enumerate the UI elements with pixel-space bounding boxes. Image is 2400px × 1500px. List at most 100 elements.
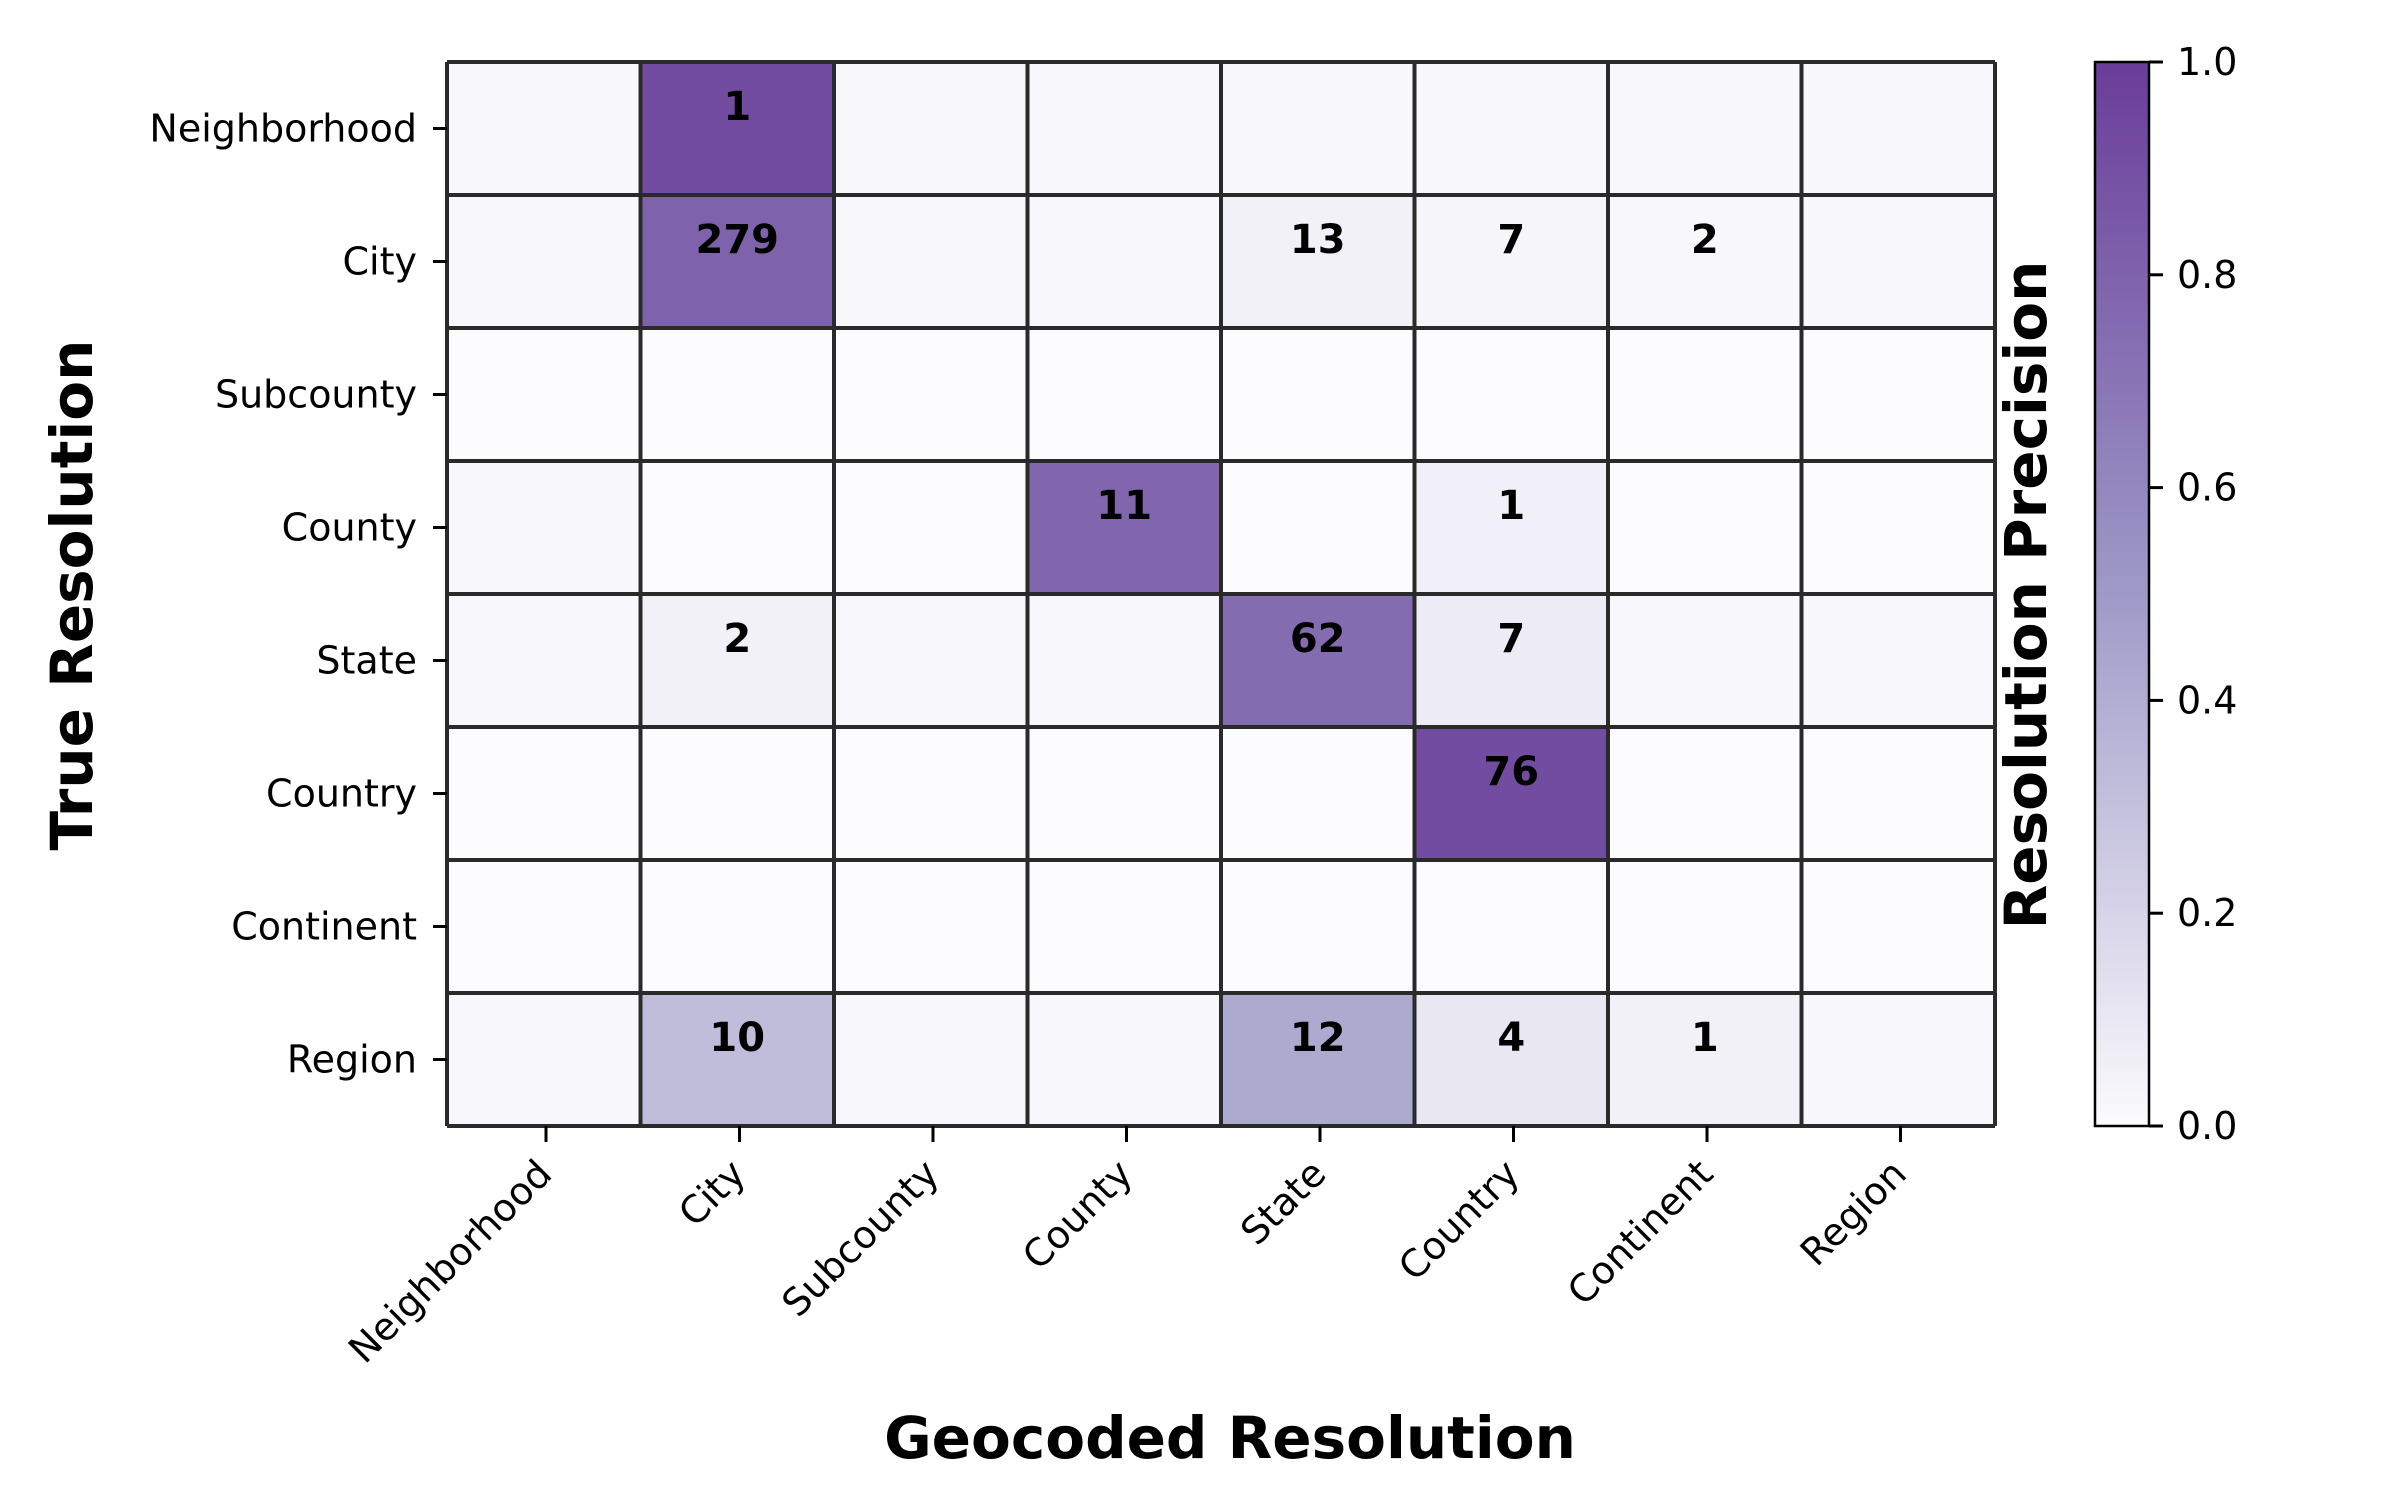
heatmap-cell	[447, 727, 641, 860]
heatmap-cell	[1414, 860, 1608, 993]
heatmap-cell	[1801, 328, 1995, 461]
heatmap-cell	[640, 594, 834, 727]
x-tick-label: Neighborhood	[340, 1151, 560, 1371]
heatmap-cell	[1027, 993, 1221, 1126]
heatmap-cell	[447, 195, 641, 328]
x-tick-label: Continent	[1559, 1151, 1721, 1313]
colorbar-title: Resolution Precision	[1992, 261, 2060, 930]
heatmap-cell	[447, 461, 641, 594]
heatmap-cell	[640, 727, 834, 860]
x-tick-label: Region	[1792, 1151, 1915, 1274]
cell-value-label: 12	[1290, 1015, 1346, 1061]
cell-value-label: 1	[723, 84, 751, 130]
cell-value-label: 10	[709, 1015, 765, 1061]
heatmap-cell	[447, 62, 641, 195]
heatmap-cell	[447, 594, 641, 727]
cell-value-label: 4	[1497, 1015, 1525, 1061]
heatmap-cell	[640, 461, 834, 594]
colorbar-tick-label: 0.2	[2177, 891, 2237, 935]
y-tick-label: Subcounty	[215, 373, 417, 417]
heatmap-cell	[1221, 993, 1415, 1126]
heatmap-cell	[834, 328, 1028, 461]
x-axis-title: Geocoded Resolution	[884, 1404, 1576, 1472]
heatmap-cell	[1801, 594, 1995, 727]
y-tick-label: Neighborhood	[149, 107, 417, 151]
cell-value-label: 2	[1691, 217, 1719, 263]
heatmap-cell	[1221, 62, 1415, 195]
colorbar-gradient	[2093, 60, 2151, 1128]
colorbar-tick-label: 0.4	[2177, 678, 2237, 722]
heatmap-cell	[834, 993, 1028, 1126]
colorbar-tick-label: 0.0	[2177, 1104, 2237, 1148]
y-tick-label: County	[282, 506, 417, 550]
heatmap-cell	[1414, 727, 1608, 860]
heatmap-cell	[1027, 328, 1221, 461]
heatmap-cell	[1221, 461, 1415, 594]
heatmap-cell	[1801, 461, 1995, 594]
heatmap-cell	[834, 461, 1028, 594]
heatmap-cell	[1027, 461, 1221, 594]
heatmap-cell	[1608, 461, 1802, 594]
heatmap-cell	[1801, 860, 1995, 993]
y-tick-label: Continent	[231, 905, 417, 949]
y-tick-label: State	[316, 639, 417, 683]
cell-value-label: 279	[696, 217, 780, 263]
heatmap-cell	[1414, 195, 1608, 328]
x-tick-label: Subcounty	[773, 1151, 947, 1325]
y-tick-label: City	[343, 240, 417, 284]
colorbar-tick-label: 0.6	[2177, 466, 2237, 510]
heatmap-cell	[1801, 993, 1995, 1126]
heatmap-cell	[834, 594, 1028, 727]
cell-value-label: 2	[723, 616, 751, 662]
heatmap-cell	[447, 860, 641, 993]
heatmap-cell	[1221, 860, 1415, 993]
heatmap-cell	[1027, 62, 1221, 195]
heatmap-cell	[1027, 594, 1221, 727]
y-axis-title: True Resolution	[38, 340, 106, 851]
heatmap-cell	[640, 62, 834, 195]
heatmap-cell	[640, 860, 834, 993]
heatmap-cell	[640, 195, 834, 328]
heatmap-cell	[1221, 727, 1415, 860]
x-tick-label: County	[1014, 1151, 1141, 1278]
heatmap-cell	[1608, 62, 1802, 195]
heatmap-cell	[1414, 62, 1608, 195]
heatmap-cell	[1027, 727, 1221, 860]
cell-value-label: 7	[1497, 616, 1525, 662]
y-tick-label: Country	[266, 772, 417, 816]
heatmap-cell	[1608, 328, 1802, 461]
heatmap-cell	[1027, 195, 1221, 328]
heatmap-cell	[1221, 328, 1415, 461]
y-tick-label: Region	[287, 1038, 417, 1082]
cell-value-label: 62	[1290, 616, 1346, 662]
x-tick-label: State	[1232, 1151, 1334, 1253]
x-tick-label: City	[670, 1151, 754, 1235]
cell-value-label: 1	[1497, 483, 1525, 529]
heatmap-cell	[1608, 993, 1802, 1126]
heatmap-cell	[1608, 860, 1802, 993]
heatmap-cell	[1027, 860, 1221, 993]
cell-value-label: 76	[1483, 749, 1539, 795]
cell-value-label: 7	[1497, 217, 1525, 263]
heatmap-cell	[1414, 328, 1608, 461]
heatmap-cell	[447, 328, 641, 461]
heatmap-cell	[1414, 594, 1608, 727]
heatmap-cell	[640, 328, 834, 461]
heatmap-cell	[1221, 594, 1415, 727]
heatmap-cell	[834, 727, 1028, 860]
colorbar-tick-label: 0.8	[2177, 253, 2237, 297]
cell-value-label: 1	[1691, 1015, 1719, 1061]
heatmap-cells	[447, 62, 1995, 1126]
heatmap-cell	[1608, 594, 1802, 727]
y-axis-ticks: Neighborhood City Subcounty County State Coun…	[149, 107, 447, 1082]
x-tick-label: Country	[1390, 1151, 1528, 1289]
x-axis-ticks: Neighborhood City Subcounty County State Coun…	[340, 1126, 1915, 1372]
heatmap-cell	[1801, 195, 1995, 328]
heatmap-cell	[834, 860, 1028, 993]
heatmap-cell	[1414, 461, 1608, 594]
heatmap-cell	[834, 62, 1028, 195]
heatmap-cell	[1801, 727, 1995, 860]
heatmap-cell	[1608, 727, 1802, 860]
